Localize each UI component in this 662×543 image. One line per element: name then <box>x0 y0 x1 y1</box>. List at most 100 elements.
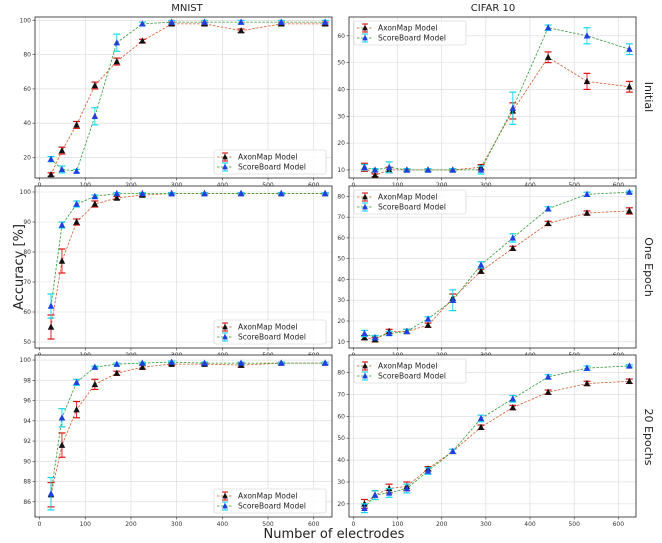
data-point-axonmap <box>73 121 80 128</box>
data-point-scoreboard <box>58 165 66 173</box>
y-tick-label: 10 <box>337 167 345 174</box>
legend-label-scoreboard: ScoreBoard Model <box>378 372 446 381</box>
data-point-scoreboard <box>509 395 517 402</box>
data-point-scoreboard <box>113 360 121 367</box>
x-tick-label: 600 <box>308 182 320 189</box>
data-point-axonmap <box>91 81 99 89</box>
y-tick-label: 50 <box>337 256 345 263</box>
data-point-scoreboard <box>371 491 379 498</box>
data-point-scoreboard <box>113 189 121 197</box>
y-tick-label: 100 <box>20 17 32 24</box>
data-point-scoreboard <box>237 189 245 197</box>
y-tick-label: 10 <box>337 339 345 346</box>
data-point-scoreboard <box>47 490 55 497</box>
data-point-scoreboard <box>583 32 591 39</box>
data-point-scoreboard <box>139 20 146 27</box>
panel-initial-cifar-10: 0 100 200 300 400 500 600 10 20 30 40 50 60 AxonMap M… <box>337 16 637 189</box>
series-scoreboard <box>47 358 329 511</box>
legend-marker-scoreboard <box>222 333 228 340</box>
data-point-scoreboard <box>385 489 393 496</box>
data-point-scoreboard <box>361 163 368 170</box>
data-point-scoreboard <box>361 504 368 511</box>
y-tick-label: 30 <box>337 479 345 486</box>
x-tick-label: 0 <box>352 182 356 189</box>
plot-frame <box>34 16 333 179</box>
x-tick-label: 100 <box>80 182 92 189</box>
data-point-scoreboard <box>168 358 175 365</box>
y-tick-label: 70 <box>337 391 345 398</box>
x-tick-label: 400 <box>217 182 229 189</box>
legend-label-scoreboard: ScoreBoard Model <box>378 34 446 43</box>
data-point-scoreboard <box>477 166 485 173</box>
data-point-scoreboard <box>626 188 633 195</box>
series-line-scoreboard <box>364 191 630 339</box>
x-tick-label: 600 <box>613 182 625 189</box>
column-title-mnist: MNIST <box>171 3 203 14</box>
data-point-scoreboard <box>321 189 329 197</box>
legend-marker-axonmap <box>362 362 368 369</box>
data-point-scoreboard <box>278 18 285 25</box>
x-axis-label: Number of electrodes <box>264 527 405 542</box>
y-tick-label: 50 <box>337 60 345 67</box>
x-tick-label: 300 <box>171 521 183 528</box>
data-point-axonmap <box>626 83 633 90</box>
data-point-axonmap <box>47 170 55 178</box>
data-point-scoreboard <box>424 467 432 474</box>
legend-label-axonmap: AxonMap Model <box>238 492 297 501</box>
data-point-scoreboard <box>509 234 517 241</box>
y-tick-label: 50 <box>23 339 31 346</box>
data-point-scoreboard <box>544 205 552 212</box>
y-axis-label: Accuracy [%] <box>12 224 27 310</box>
data-point-scoreboard <box>58 414 66 421</box>
y-tick-label: 100 <box>20 357 32 364</box>
data-point-axonmap <box>583 209 591 216</box>
legend-marker-scoreboard <box>222 163 228 170</box>
x-tick-label: 300 <box>480 182 492 189</box>
data-point-axonmap <box>91 380 99 388</box>
data-point-scoreboard <box>371 334 379 341</box>
data-point-scoreboard <box>237 359 245 366</box>
legend-label-axonmap: AxonMap Model <box>238 323 297 332</box>
x-tick-label: 200 <box>436 182 448 189</box>
data-point-axonmap <box>626 377 633 384</box>
y-tick-label: 50 <box>337 435 345 442</box>
data-point-scoreboard <box>201 18 208 25</box>
data-point-scoreboard <box>544 24 552 31</box>
y-tick-label: 80 <box>337 370 345 377</box>
column-title-cifar10: CIFAR 10 <box>471 3 515 14</box>
x-tick-label: 400 <box>217 521 229 528</box>
data-point-scoreboard <box>58 221 66 228</box>
data-point-scoreboard <box>544 373 552 380</box>
legend-label-scoreboard: ScoreBoard Model <box>238 163 306 172</box>
legend-box <box>213 149 327 175</box>
legend-marker-scoreboard <box>362 34 368 41</box>
plot-frame <box>34 185 333 349</box>
data-point-axonmap <box>91 200 99 207</box>
plot-frame <box>348 16 637 179</box>
legend-label-axonmap: AxonMap Model <box>378 193 437 202</box>
legend-marker-axonmap <box>362 24 368 31</box>
data-point-axonmap <box>509 403 517 411</box>
data-point-axonmap <box>477 423 485 430</box>
x-tick-label: 500 <box>262 521 274 528</box>
data-point-scoreboard <box>449 447 457 455</box>
data-point-axonmap <box>237 27 245 34</box>
y-tick-label: 60 <box>337 33 345 40</box>
data-point-scoreboard <box>278 359 285 366</box>
y-tick-label: 88 <box>23 479 31 486</box>
data-point-scoreboard <box>113 39 121 46</box>
data-point-axonmap <box>113 369 121 376</box>
row-title-one-epoch: One Epoch <box>642 237 655 297</box>
y-tick-label: 90 <box>23 219 31 226</box>
y-tick-label: 80 <box>337 193 345 200</box>
panel-20-epochs-mnist: 0 100 200 300 400 500 600 86 88 90 92 94 96 98 100 Axon… <box>20 354 333 528</box>
data-point-scoreboard <box>626 45 633 52</box>
data-point-scoreboard <box>201 359 208 366</box>
x-tick-label: 300 <box>171 182 183 189</box>
x-tick-label: 400 <box>524 182 536 189</box>
data-point-scoreboard <box>583 190 591 198</box>
x-tick-label: 200 <box>125 521 137 528</box>
y-tick-label: 70 <box>337 214 345 221</box>
series-scoreboard <box>47 189 329 319</box>
